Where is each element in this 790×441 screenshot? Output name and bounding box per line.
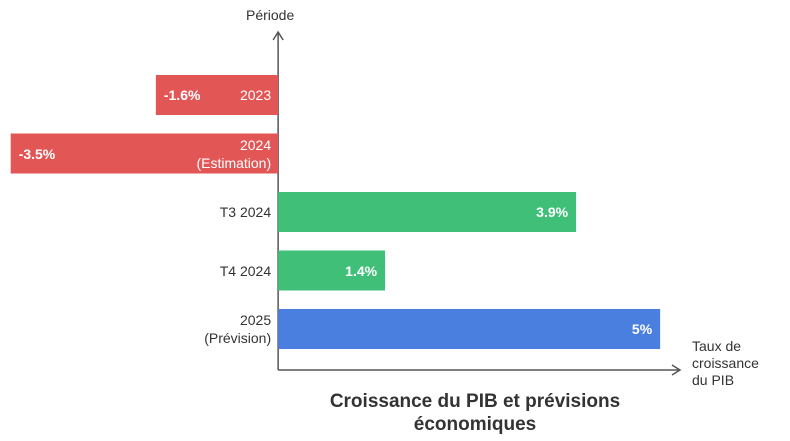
category-label: 2024 (Estimation): [196, 136, 272, 171]
value-label: -1.6%: [163, 87, 201, 103]
y-axis-label: Période: [246, 7, 295, 23]
bar: [155, 75, 279, 115]
value-label: 1.4%: [345, 262, 378, 279]
bar: [278, 250, 386, 291]
category-label: 2023: [239, 87, 272, 103]
value-label: -3.5%: [18, 145, 56, 162]
bar: [10, 133, 279, 174]
value-label: 5%: [631, 321, 653, 337]
value-label: 3.9%: [536, 204, 569, 220]
category-label: T4 2024: [219, 262, 272, 279]
bar: [278, 192, 577, 232]
category-label: 2025 (Prévision): [204, 312, 272, 346]
x-axis-arrow: [671, 364, 682, 376]
chart-title: Croissance du PIB et prévisions économiq…: [329, 391, 621, 435]
x-axis-label: Taux de croissance du PIB: [692, 338, 759, 388]
category-label: T3 2024: [219, 204, 272, 220]
bar: [278, 309, 661, 349]
y-axis-arrow: [272, 30, 284, 41]
